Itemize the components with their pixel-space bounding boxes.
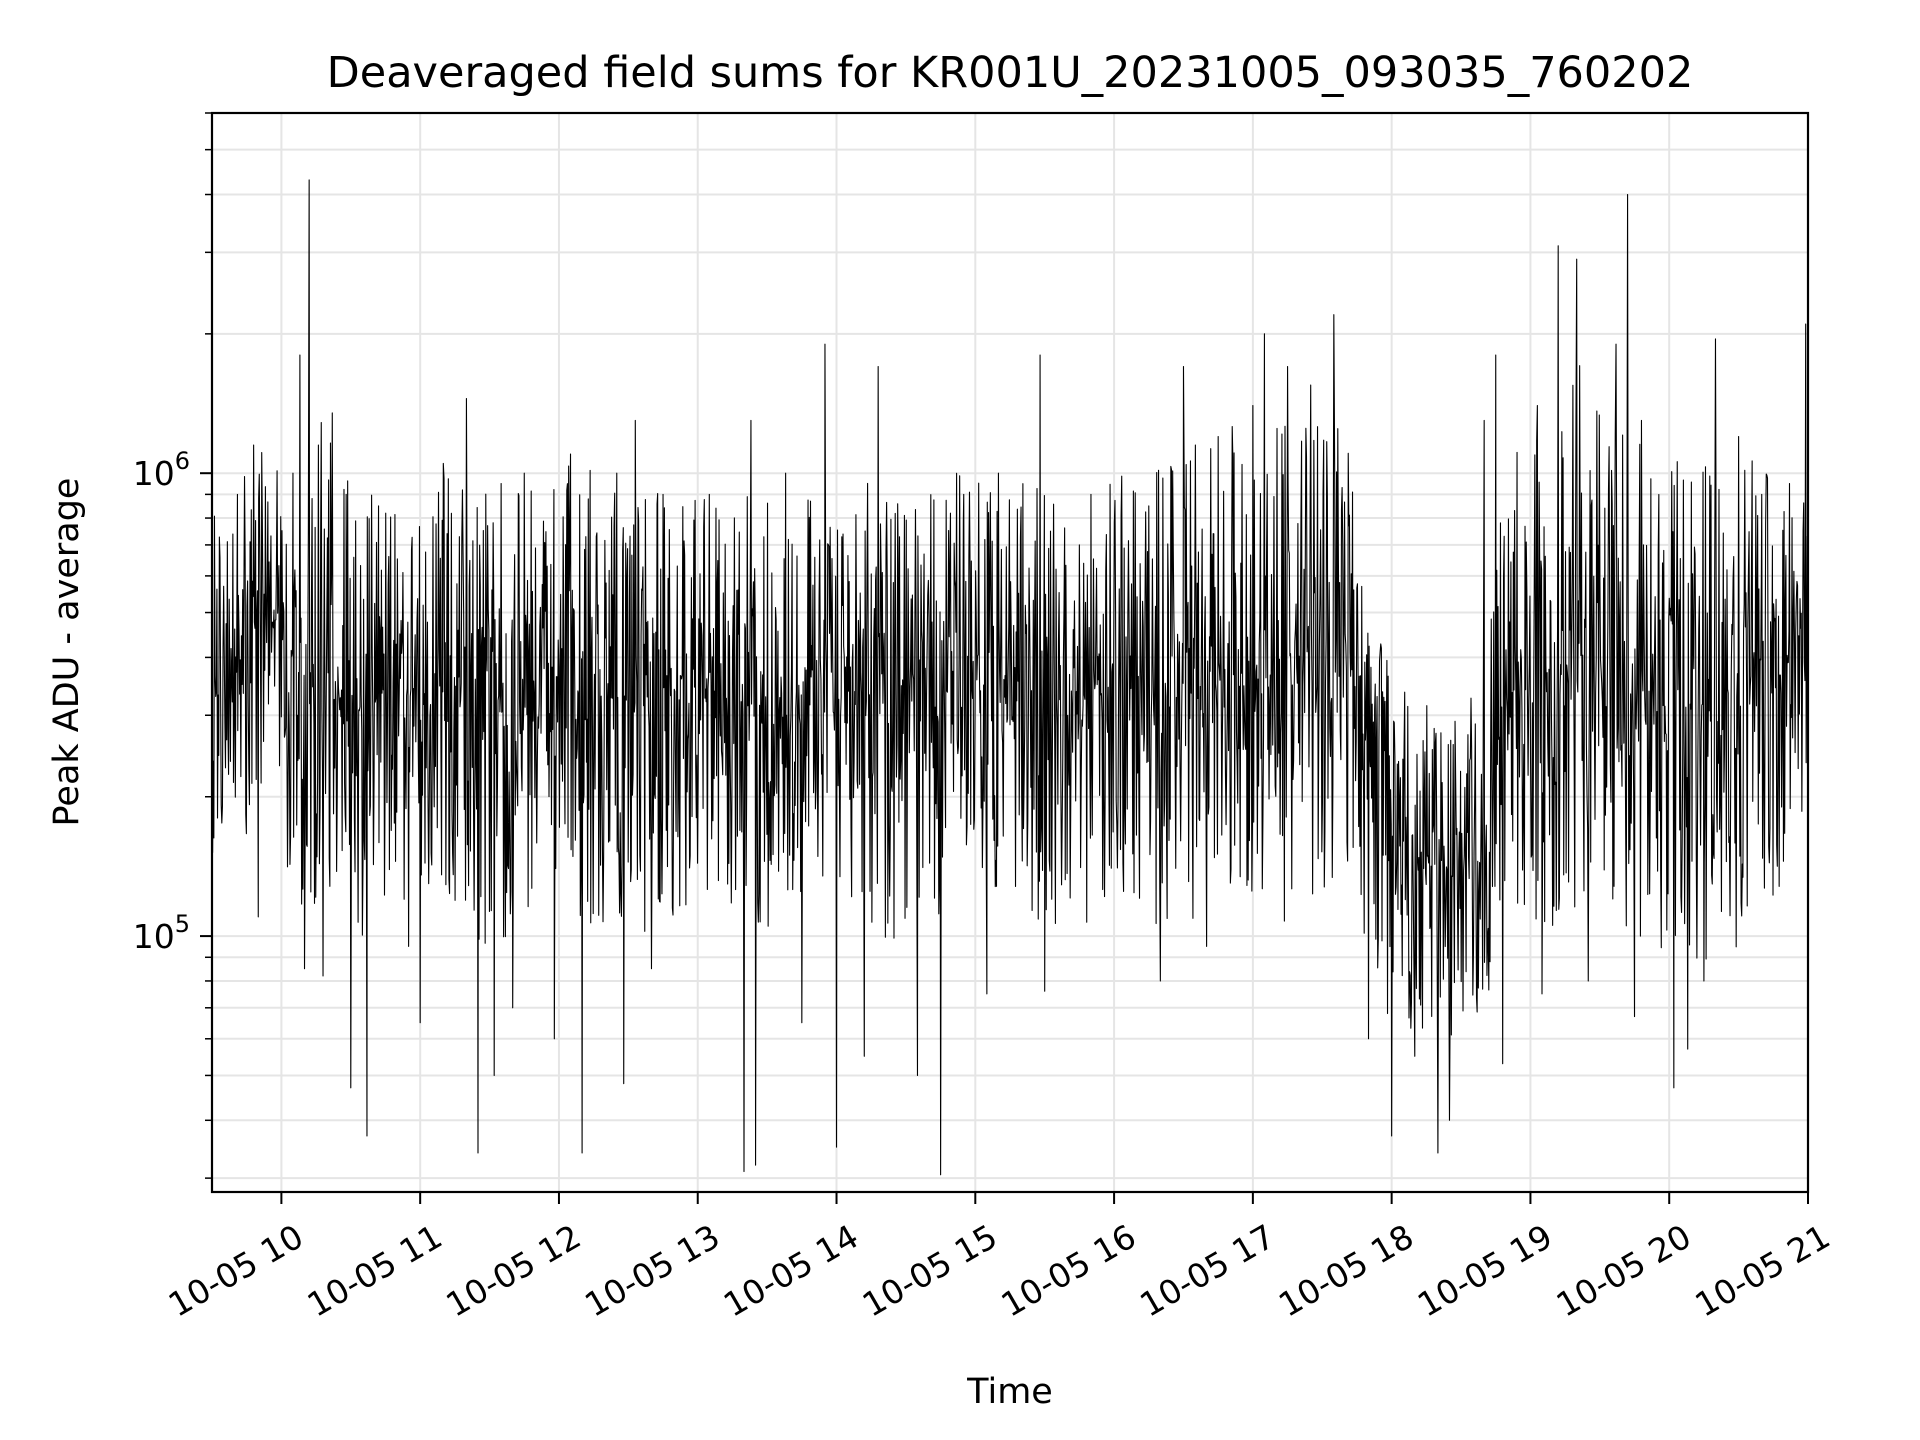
chart-title: Deaveraged field sums for KR001U_2023100… (327, 48, 1694, 98)
axes-frame (210, 111, 1810, 1194)
y-axis-label: Peak ADU - average (47, 478, 87, 827)
y-tick-label: 105 (133, 910, 190, 956)
series-line (211, 179, 1809, 1176)
data-series-line (211, 179, 1809, 1176)
y-axis: 105 106 (133, 112, 212, 1179)
y-tick-label: 106 (133, 447, 190, 493)
x-axis-label: Time (966, 1372, 1053, 1412)
